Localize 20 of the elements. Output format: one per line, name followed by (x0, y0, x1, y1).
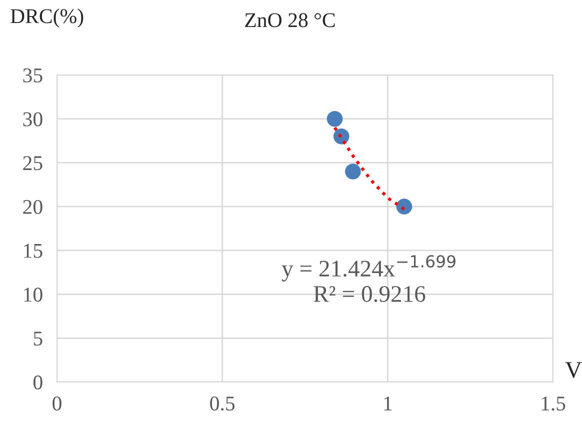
y-tick-label: 30 (23, 112, 42, 126)
annotation: R² = 0.9216 (314, 286, 426, 302)
x-tick-label: 1 (384, 396, 392, 410)
y-tick-label: 25 (23, 156, 42, 170)
annotation: y = 21.424x$^{−1.699}$ (282, 255, 456, 282)
y-tick-label: 35 (23, 68, 42, 82)
point (396, 198, 412, 214)
y-tick-label: 10 (24, 288, 42, 302)
y-tick-label: 15 (24, 244, 42, 258)
x-tick-label: 0.5 (210, 396, 235, 411)
point (345, 164, 361, 180)
point (326, 110, 343, 127)
y-axis-title: DRC(%) (10, 8, 84, 28)
x-axis-title: V (565, 362, 582, 378)
y-tick-label: 5 (34, 332, 42, 346)
y-tick-label: 0 (33, 375, 42, 390)
x-tick-label: 1.5 (542, 396, 566, 411)
chart-title: ZnO 28 °C (245, 13, 335, 28)
y-tick-label: 20 (23, 200, 42, 214)
x-tick-label: 0 (52, 396, 62, 411)
